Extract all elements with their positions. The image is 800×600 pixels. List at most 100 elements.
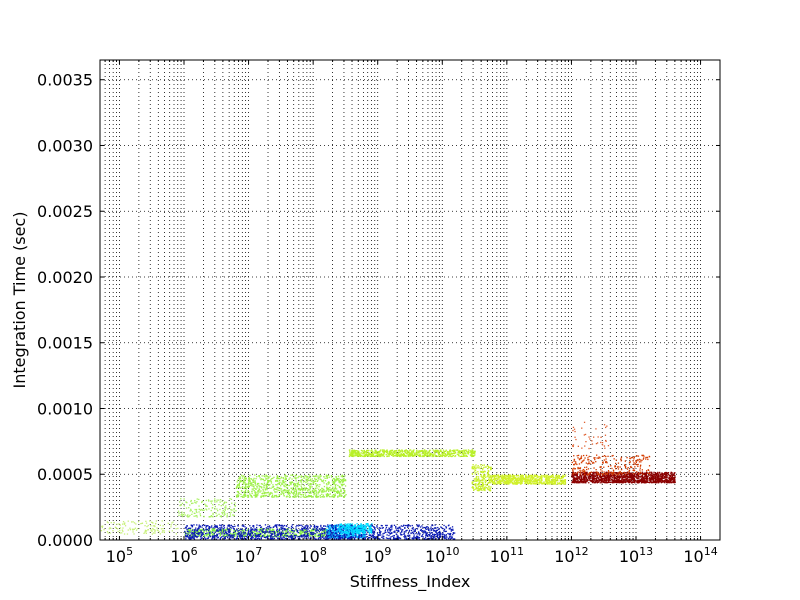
- data-point: [236, 485, 238, 487]
- data-point: [334, 484, 337, 487]
- data-point: [331, 495, 333, 497]
- data-point: [340, 495, 343, 497]
- data-point: [399, 537, 401, 539]
- data-point: [436, 529, 439, 531]
- data-point: [255, 495, 257, 497]
- data-point: [359, 525, 361, 527]
- data-point: [223, 534, 226, 537]
- data-point: [233, 533, 235, 535]
- data-point: [223, 533, 225, 535]
- data-point: [546, 479, 548, 481]
- data-point: [153, 529, 155, 531]
- data-point: [370, 531, 372, 533]
- data-point: [376, 453, 379, 455]
- data-point: [224, 509, 226, 511]
- data-point: [249, 534, 251, 536]
- data-point: [283, 492, 285, 494]
- data-point: [117, 528, 119, 530]
- data-point: [286, 531, 288, 533]
- data-point: [374, 527, 376, 529]
- data-point: [155, 520, 157, 522]
- data-point: [327, 524, 329, 526]
- data-point: [208, 516, 210, 518]
- data-point: [452, 532, 454, 534]
- data-point: [282, 490, 284, 492]
- data-point: [471, 449, 474, 451]
- data-point: [244, 489, 247, 492]
- data-point: [312, 475, 314, 477]
- data-point: [295, 489, 298, 491]
- data-point: [197, 533, 199, 536]
- data-point: [343, 489, 345, 491]
- data-point: [366, 529, 368, 531]
- data-point: [274, 531, 276, 533]
- data-point: [229, 524, 231, 527]
- data-point: [463, 453, 465, 456]
- data-point: [119, 529, 121, 532]
- data-point: [321, 493, 323, 495]
- data-point: [330, 484, 332, 487]
- data-point: [322, 529, 324, 532]
- data-point: [414, 528, 417, 530]
- data-point: [286, 535, 289, 537]
- data-point: [313, 524, 316, 526]
- data-point: [265, 484, 267, 486]
- data-point: [252, 531, 254, 533]
- data-point: [405, 537, 407, 539]
- data-point: [280, 490, 283, 492]
- data-point: [287, 529, 289, 531]
- data-point: [467, 450, 469, 453]
- data-point: [444, 453, 446, 455]
- data-point: [370, 530, 372, 532]
- data-point: [494, 475, 496, 477]
- data-point: [272, 529, 274, 531]
- data-point: [349, 527, 351, 530]
- data-point: [348, 529, 350, 532]
- data-point: [430, 529, 433, 531]
- data-point: [412, 528, 414, 530]
- data-point: [242, 532, 244, 534]
- data-point: [124, 522, 126, 524]
- data-point: [489, 476, 491, 478]
- data-point: [244, 476, 246, 478]
- data-point: [348, 533, 350, 535]
- data-point: [188, 537, 190, 539]
- data-point: [270, 478, 273, 480]
- data-point: [417, 454, 419, 457]
- data-point: [477, 473, 479, 475]
- data-point: [286, 495, 288, 497]
- data-point: [256, 535, 258, 537]
- data-point: [424, 530, 426, 532]
- data-point: [194, 534, 196, 536]
- data-point: [421, 449, 423, 452]
- data-point: [307, 488, 309, 490]
- data-point: [331, 479, 334, 481]
- data-point: [492, 475, 494, 478]
- data-point: [291, 524, 294, 526]
- data-point: [266, 494, 268, 497]
- data-point: [212, 535, 214, 538]
- data-point: [134, 527, 137, 529]
- data-point: [304, 487, 307, 489]
- data-point: [196, 530, 198, 532]
- data-point: [309, 477, 311, 479]
- data-point: [305, 529, 307, 532]
- data-point: [476, 466, 478, 468]
- data-point: [260, 490, 262, 492]
- data-point: [155, 523, 157, 525]
- data-point: [334, 486, 337, 488]
- data-point: [303, 477, 305, 479]
- data-point: [472, 485, 474, 488]
- data-point: [232, 532, 234, 535]
- data-point: [366, 530, 368, 532]
- data-point: [326, 475, 328, 477]
- data-point: [193, 531, 195, 533]
- data-point: [324, 525, 327, 527]
- data-point: [301, 490, 304, 492]
- data-point: [404, 535, 407, 537]
- data-point: [275, 524, 277, 526]
- data-point: [328, 496, 331, 498]
- data-point: [270, 479, 272, 481]
- data-point: [256, 487, 258, 489]
- data-point: [384, 529, 386, 532]
